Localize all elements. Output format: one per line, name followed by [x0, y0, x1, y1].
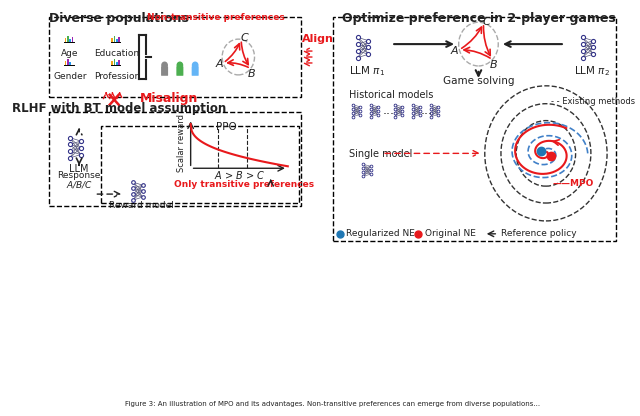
Text: $A$/$B$/$C$: $A$/$B$/$C$ — [65, 179, 93, 190]
Text: Align: Align — [301, 34, 333, 44]
Text: Education: Education — [94, 49, 140, 58]
Bar — [114, 59, 115, 65]
Bar — [72, 37, 74, 42]
Text: Non-transitive preferences: Non-transitive preferences — [147, 13, 285, 22]
Text: ...: ... — [383, 104, 394, 117]
Text: Single model: Single model — [349, 149, 412, 159]
Text: Regularized NE: Regularized NE — [346, 229, 415, 238]
Bar — [116, 62, 118, 65]
Text: LLM: LLM — [69, 164, 89, 174]
Text: $B$: $B$ — [247, 67, 256, 79]
Text: - - Existing methods: - - Existing methods — [550, 97, 635, 106]
FancyBboxPatch shape — [177, 67, 184, 76]
Bar — [65, 61, 67, 65]
Text: Reference policy: Reference policy — [501, 229, 577, 238]
Text: Diverse populations: Diverse populations — [49, 12, 189, 25]
Bar — [69, 39, 71, 42]
Text: Age: Age — [61, 49, 79, 58]
Bar — [65, 38, 67, 42]
Circle shape — [177, 62, 182, 68]
Text: Gender: Gender — [53, 72, 87, 81]
Bar — [67, 59, 68, 65]
Text: $C$: $C$ — [483, 15, 492, 27]
FancyBboxPatch shape — [161, 67, 168, 76]
Text: $A$ > $B$ > $C$: $A$ > $B$ > $C$ — [214, 169, 265, 181]
Text: Misalign: Misalign — [140, 92, 198, 105]
Text: PPO: PPO — [216, 121, 237, 131]
Text: Profession: Profession — [94, 72, 140, 81]
Text: $C$: $C$ — [240, 32, 250, 43]
Circle shape — [162, 62, 167, 68]
Bar — [114, 36, 115, 42]
Text: ...: ... — [420, 104, 432, 117]
FancyBboxPatch shape — [191, 67, 198, 76]
Bar — [118, 60, 120, 65]
Text: Optimize preference in 2-player games: Optimize preference in 2-player games — [342, 12, 615, 25]
Text: $A$: $A$ — [450, 44, 460, 56]
Text: Figure 3: An illustration of MPO and its advantages. Non-transitive preferences : Figure 3: An illustration of MPO and its… — [125, 401, 540, 407]
Text: Scalar reward: Scalar reward — [177, 114, 186, 173]
Text: Historical models: Historical models — [349, 90, 433, 100]
Text: Only transitive preferences: Only transitive preferences — [173, 180, 314, 189]
Bar — [67, 36, 68, 42]
Text: Original NE: Original NE — [424, 229, 476, 238]
Text: Reward model: Reward model — [109, 201, 173, 210]
Circle shape — [193, 62, 198, 68]
Bar — [116, 39, 118, 42]
Bar — [111, 61, 113, 65]
Text: Game solving: Game solving — [443, 76, 514, 86]
Bar — [118, 37, 120, 42]
Bar — [69, 62, 71, 65]
Text: RLHF with BT model assumption: RLHF with BT model assumption — [12, 102, 226, 115]
Text: Response: Response — [58, 171, 101, 180]
Text: $B$: $B$ — [489, 57, 498, 69]
Text: $A$: $A$ — [215, 57, 224, 69]
Bar — [111, 38, 113, 42]
Text: ——MPO: ——MPO — [552, 178, 593, 188]
Text: LLM $\pi_2$: LLM $\pi_2$ — [574, 64, 610, 78]
Text: LLM $\pi_1$: LLM $\pi_1$ — [349, 64, 385, 78]
